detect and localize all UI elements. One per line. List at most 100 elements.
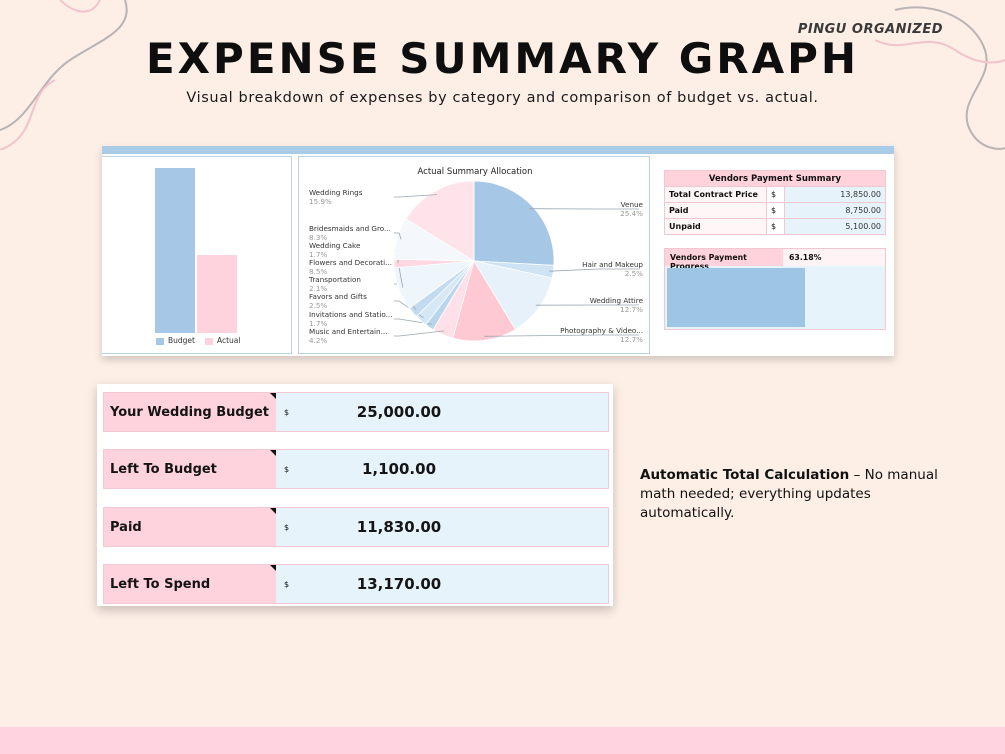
- dashboard-screenshot: Budget Actual Actual Summary Allocation …: [102, 146, 894, 356]
- budget-card-amount: 13,170.00: [300, 565, 608, 603]
- vendor-row: Total Contract Price $ 13,850.00: [664, 186, 886, 203]
- pie-slice-percent: 2.1%: [309, 283, 328, 293]
- pie-slice-label: Flowers and Decorati... 8.5%: [309, 258, 392, 276]
- pie-leader-line: [394, 232, 402, 240]
- pie-chart-title: Actual Summary Allocation: [417, 167, 533, 177]
- pie-slice-name: Flowers and Decorati...: [309, 258, 392, 267]
- vendor-row: Paid $ 8,750.00: [664, 202, 886, 219]
- vendor-row-currency: $: [766, 218, 785, 235]
- vendor-row-label: Total Contract Price: [664, 186, 767, 203]
- pie-slice-label: Photography & Video... 12.7%: [560, 326, 643, 344]
- pie-slice-name: Transportation: [309, 275, 361, 284]
- pie-leader-line: [484, 334, 639, 337]
- pie-leader-line: [549, 268, 639, 272]
- vendor-row: Unpaid $ 5,100.00: [664, 218, 886, 235]
- pie-slice-name: Wedding Rings: [309, 188, 363, 197]
- pie-slice-percent: 2.5%: [624, 268, 643, 278]
- budget-card-amount: 25,000.00: [300, 393, 608, 431]
- actual-summary-pie-chart: Actual Summary Allocation Venue 25.4% Hair…: [298, 156, 650, 354]
- pie-slice-percent: 12.7%: [620, 334, 643, 344]
- page-subtitle: Visual breakdown of expenses by category…: [186, 90, 819, 106]
- budget-actual-bar-chart: Budget Actual: [102, 156, 292, 354]
- pie-chart-canvas: [393, 180, 639, 342]
- pie-slice-label: Music and Entertain... 4.2%: [309, 327, 388, 345]
- pie-slice: [473, 260, 553, 331]
- vendors-panel: Vendors Payment Summary Total Contract P…: [654, 156, 894, 354]
- budget-card: Paid $ 11,830.00: [103, 507, 609, 547]
- vendor-row-value: 13,850.00: [784, 186, 886, 203]
- pie-slice-name: Music and Entertain...: [309, 327, 388, 336]
- pie-slice-label: Bridesmaids and Gro... 8.3%: [309, 224, 391, 242]
- feature-note: Automatic Total Calculation – No manual …: [640, 466, 940, 523]
- vendor-row-value: 8,750.00: [784, 202, 886, 219]
- budget-card-label: Left To Budget: [104, 450, 276, 488]
- pie-slice-name: Photography & Video...: [560, 326, 643, 335]
- pie-slice: [473, 180, 555, 266]
- pie-slice-name: Wedding Cake: [309, 241, 361, 250]
- budget-card-amount: 1,100.00: [300, 450, 608, 488]
- progress-bar-fill: [667, 268, 805, 327]
- vendors-summary-title: Vendors Payment Summary: [664, 170, 886, 187]
- feature-note-text: – No manual math needed; everything upda…: [640, 467, 938, 521]
- vendor-row-label: Unpaid: [664, 218, 767, 235]
- budget-card-label: Paid: [104, 508, 276, 546]
- budget-summary-cards: Your Wedding Budget $ 25,000.00 Left To …: [97, 384, 613, 606]
- pie-slice-label: Transportation 2.1%: [309, 275, 361, 293]
- budget-card-currency: $: [276, 393, 300, 431]
- budget-card-label: Your Wedding Budget: [104, 393, 276, 431]
- bar-chart-legend: Budget Actual: [156, 336, 240, 345]
- pie-leader-line: [394, 194, 438, 198]
- pie-slice-percent: 1.7%: [309, 318, 328, 328]
- pie-slice-name: Wedding Attire: [589, 296, 643, 305]
- vendor-row-currency: $: [766, 202, 785, 219]
- budget-card-label: Left To Spend: [104, 565, 276, 603]
- vendor-row-currency: $: [766, 186, 785, 203]
- progress-value: 63.18%: [783, 249, 885, 266]
- pie-slice-label: Wedding Rings 15.9%: [309, 188, 363, 206]
- pie-slice-label: Venue 25.4%: [620, 200, 643, 218]
- bar-budget: [155, 168, 195, 333]
- pie-slice-label: Wedding Cake 1.7%: [309, 241, 361, 259]
- pie-leader-line: [394, 330, 445, 337]
- page-title: EXPENSE SUMMARY GRAPH: [145, 34, 860, 83]
- pie-slice-percent: 8.3%: [309, 232, 328, 242]
- pie-slice-label: Favors and Gifts 2.5%: [309, 292, 367, 310]
- feature-note-title: Automatic Total Calculation: [640, 467, 850, 483]
- legend-actual: Actual: [204, 336, 240, 345]
- budget-card: Your Wedding Budget $ 25,000.00: [103, 392, 609, 432]
- progress-label: Vendors Payment Progress: [670, 253, 747, 271]
- pie-slice-percent: 1.7%: [309, 249, 328, 259]
- pie-slice-name: Hair and Makeup: [582, 260, 643, 269]
- pie-slice-percent: 25.4%: [620, 208, 643, 218]
- pie-slice-percent: 4.2%: [309, 335, 328, 345]
- pie-slice-percent: 8.5%: [309, 266, 328, 276]
- pie-slice-name: Invitations and Statio...: [309, 310, 393, 319]
- pie-leader-line: [394, 318, 432, 325]
- budget-card-currency: $: [276, 450, 300, 488]
- pie-slice-name: Favors and Gifts: [309, 292, 367, 301]
- footer-band: [0, 727, 1005, 754]
- pie-slice-percent: 12.7%: [620, 304, 643, 314]
- pie-slice-name: Venue: [620, 200, 643, 209]
- pie-slice-label: Hair and Makeup 2.5%: [582, 260, 643, 278]
- pie-slice: [405, 180, 475, 262]
- pie-slice-name: Bridesmaids and Gro...: [309, 224, 391, 233]
- budget-card: Left To Budget $ 1,100.00: [103, 449, 609, 489]
- pie-slice: [452, 259, 516, 342]
- budget-card-currency: $: [276, 565, 300, 603]
- pie-slice-percent: 15.9%: [309, 196, 332, 206]
- brand-label: PINGU ORGANIZED: [797, 22, 943, 37]
- budget-card-currency: $: [276, 508, 300, 546]
- budget-card: Left To Spend $ 13,170.00: [103, 564, 609, 604]
- vendor-row-label: Paid: [664, 202, 767, 219]
- bar-actual: [197, 254, 237, 333]
- pie-slice-label: Wedding Attire 12.7%: [589, 296, 643, 314]
- dashboard-top-bar: [102, 146, 894, 154]
- vendor-row-value: 5,100.00: [784, 218, 886, 235]
- pie-slice-label: Invitations and Statio... 1.7%: [309, 310, 393, 328]
- budget-card-amount: 11,830.00: [300, 508, 608, 546]
- vendors-payment-progress: Vendors Payment Progress 63.18%: [664, 248, 886, 330]
- vendors-payment-summary-table: Vendors Payment Summary Total Contract P…: [664, 170, 886, 235]
- pie-slice-percent: 2.5%: [309, 300, 328, 310]
- legend-budget: Budget: [156, 336, 195, 345]
